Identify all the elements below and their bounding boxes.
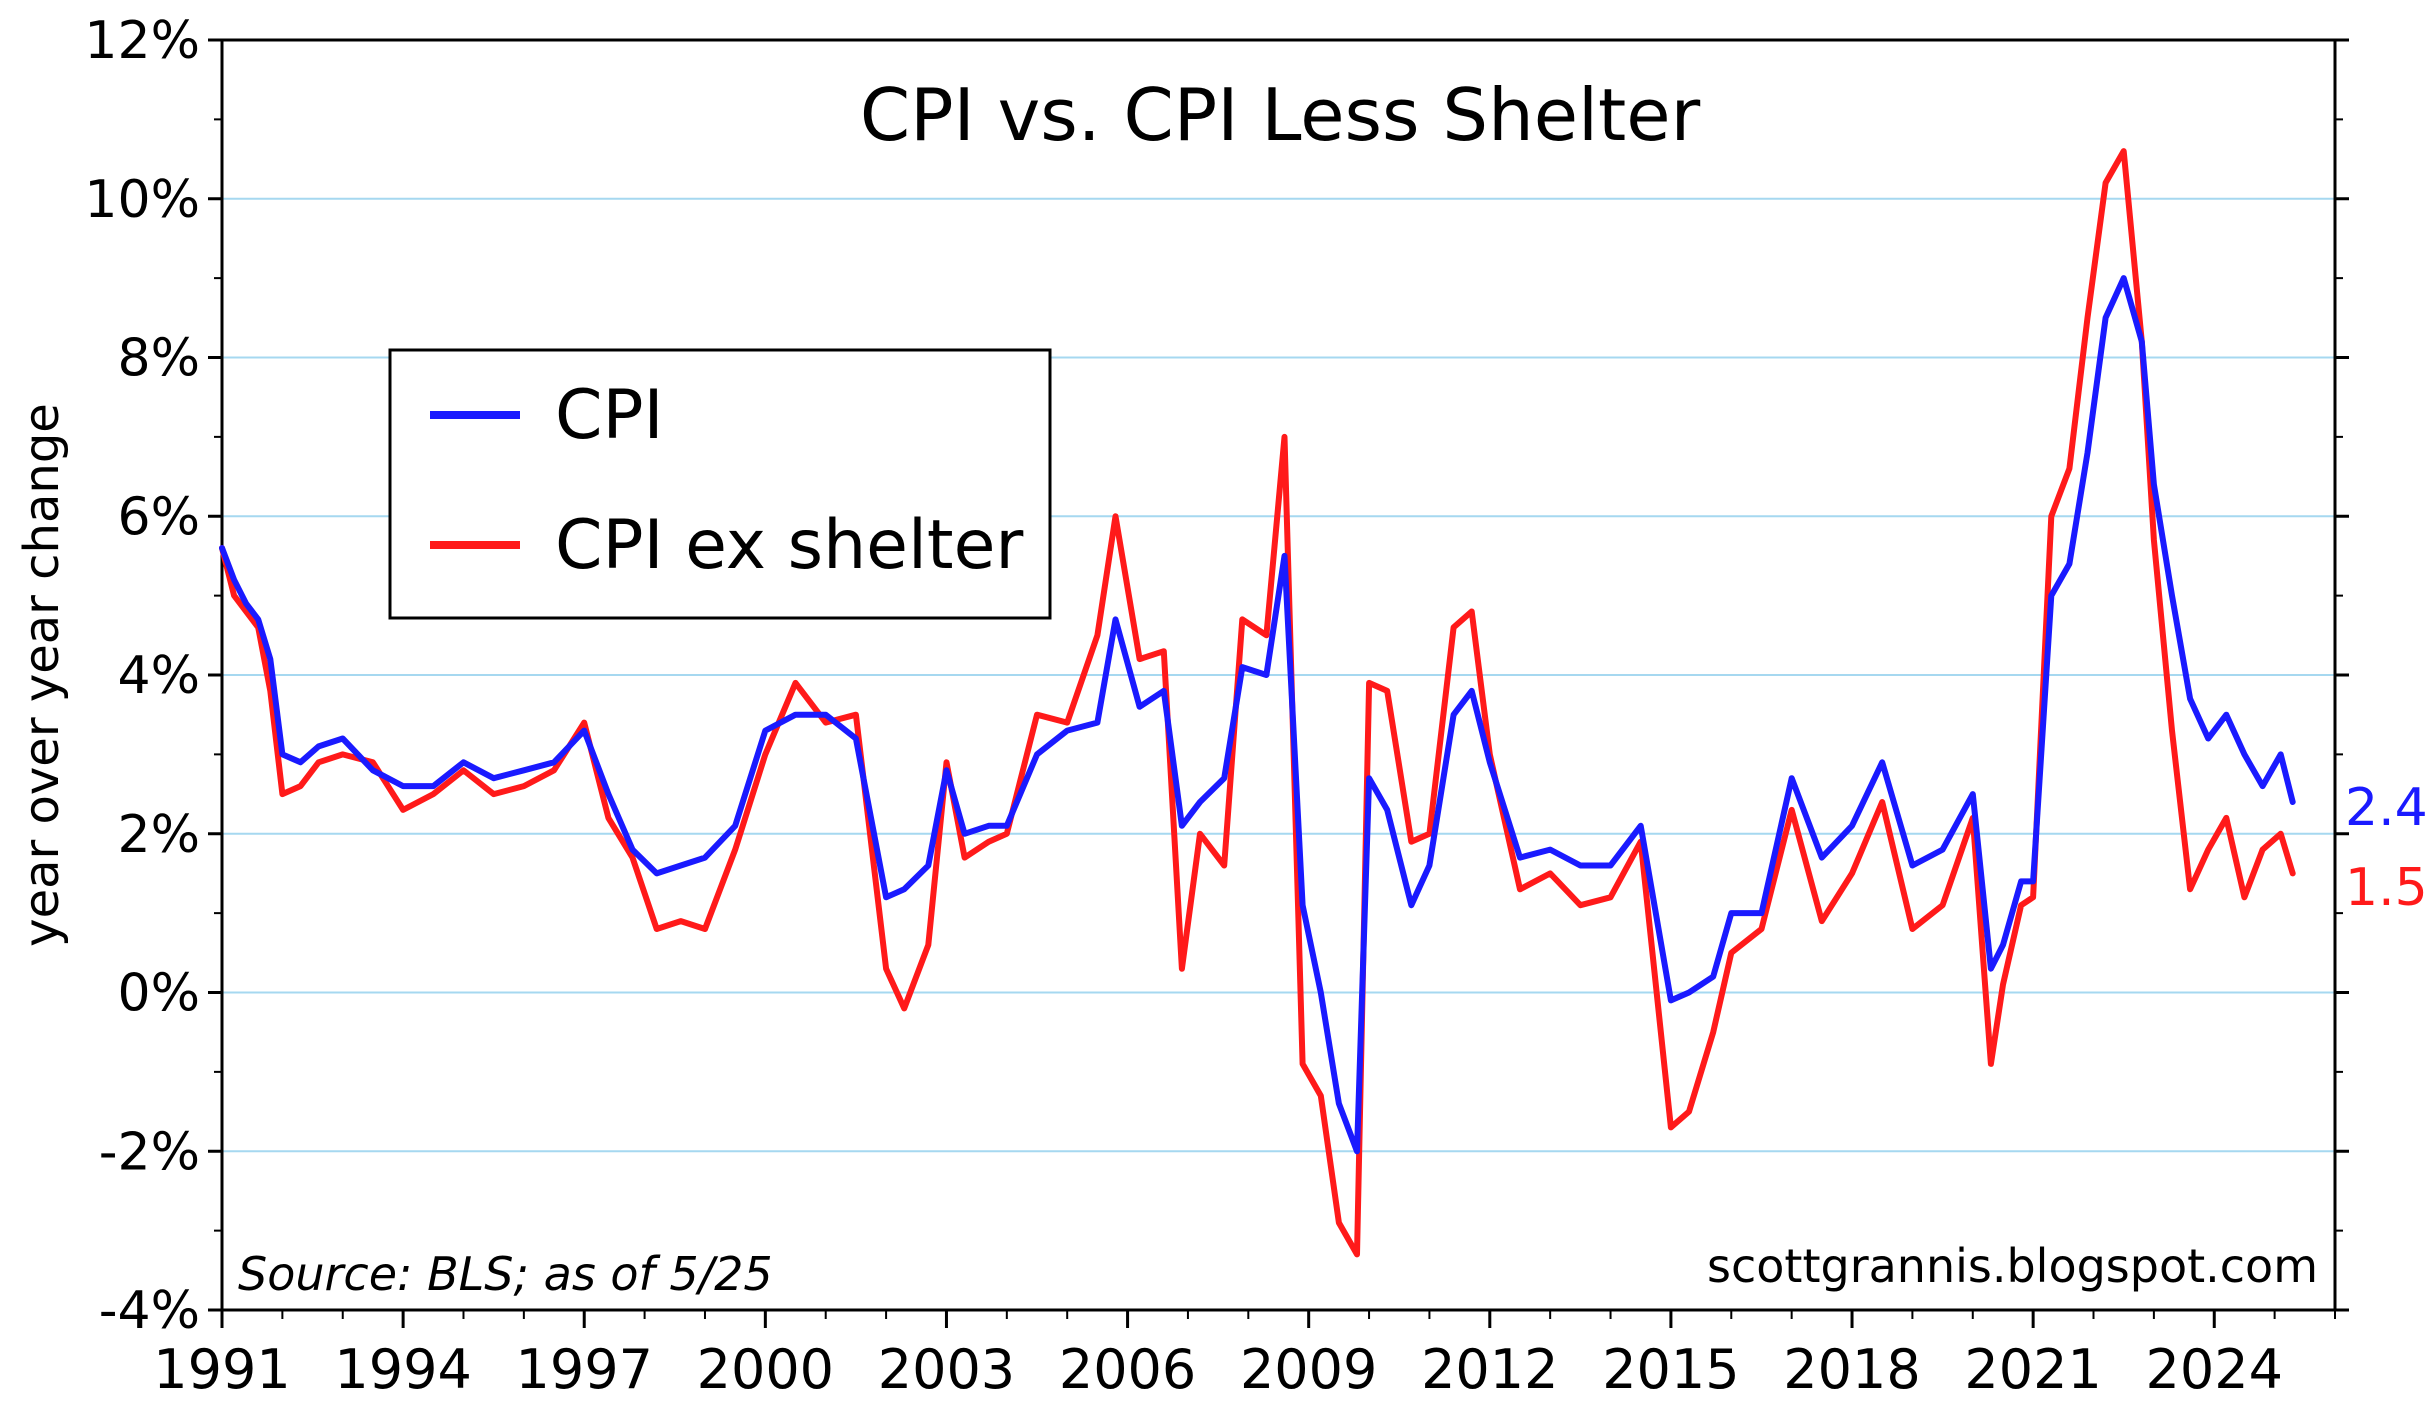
end-value-cpi: 2.4 [2345,778,2428,838]
source-note: Source: BLS; as of 5/25 [238,1247,773,1301]
y-tick-label: 10% [84,170,200,230]
legend: CPI CPI ex shelter [388,348,1052,620]
y-tick-label: 6% [118,487,201,547]
y-tick-label: 0% [118,964,201,1024]
watermark: scottgrannis.blogspot.com [1707,1239,2318,1293]
chart-title: CPI vs. CPI Less Shelter [860,73,1701,157]
x-tick-label: 2000 [697,1338,834,1401]
x-tick-label: 2009 [1240,1338,1377,1401]
x-tick-label: 1997 [516,1338,653,1401]
x-tick-label: 2018 [1783,1338,1920,1401]
x-tick-label: 2012 [1421,1338,1558,1401]
y-tick-label: -4% [99,1281,200,1341]
end-value-cpi-ex-shelter: 1.5 [2345,858,2428,918]
series-lines [219,148,2296,1258]
x-tick-label: 2003 [878,1338,1015,1401]
x-tick-label: 1991 [153,1338,290,1401]
series-line-cpi [219,275,2296,1155]
gridlines [222,197,2335,1153]
x-tick-label: 2024 [2146,1338,2283,1401]
y-tick-label: 12% [84,11,200,71]
y-tick-label: -2% [99,1122,200,1182]
y-tick-label: 8% [118,329,201,389]
y-axis-label: year over year change [14,403,70,947]
series-line-cpi-ex-shelter [219,148,2296,1258]
x-tick-label: 2015 [1602,1338,1739,1401]
legend-label-cpi-ex-shelter: CPI ex shelter [555,506,1023,585]
x-tick-label: 2006 [1059,1338,1196,1401]
legend-box [388,348,1052,620]
x-tick-label: 2021 [1964,1338,2101,1401]
legend-label-cpi: CPI [555,376,664,455]
x-tick-label: 1994 [334,1338,471,1401]
y-tick-label: 4% [118,646,201,706]
axis-ticks: -4% -2% 0% 2% 4% 6% 8% 10% 12% 1991 1994 1997 2000 20… [84,11,2349,1401]
y-tick-label: 2% [118,805,201,865]
